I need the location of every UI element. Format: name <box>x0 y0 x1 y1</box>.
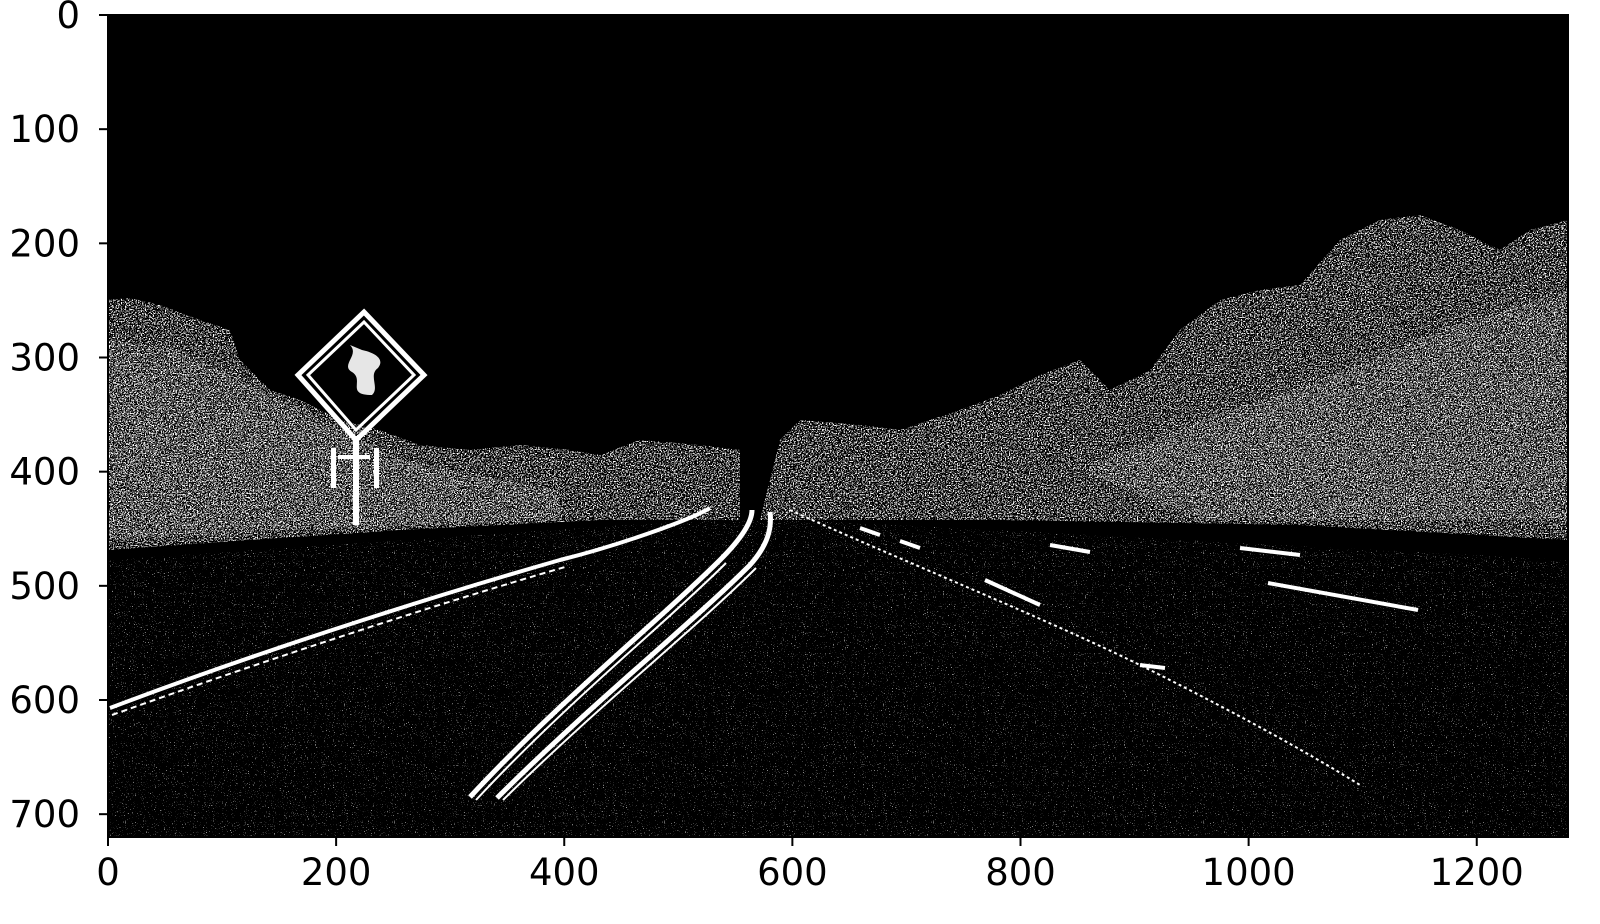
y-tick-label: 100 <box>9 108 80 151</box>
axes-frame <box>107 14 1569 838</box>
right-rocks-edges <box>1080 290 1568 520</box>
road-sign-edges <box>294 308 428 525</box>
y-tick-label: 500 <box>9 565 80 608</box>
x-tick-label: 0 <box>96 851 120 894</box>
y-tick-label: 400 <box>9 451 80 494</box>
right-road-edge <box>789 509 1361 786</box>
y-tick-label: 300 <box>9 337 80 380</box>
y-axis: 0 100 200 300 400 500 600 700 <box>9 0 108 836</box>
right-lane-dashes <box>859 526 1419 670</box>
left-road-edge-inner <box>111 566 566 716</box>
center-line-1 <box>468 509 755 799</box>
left-slope-edges <box>108 340 560 540</box>
center-line-1b <box>475 562 727 801</box>
center-line-2b <box>502 567 757 801</box>
x-axis: 0 200 400 600 800 1000 1200 <box>96 837 1524 894</box>
center-line-2 <box>495 511 773 800</box>
road-speckle <box>108 520 1568 837</box>
edge-mask-image <box>108 215 1568 837</box>
plot-area <box>107 14 1569 838</box>
x-tick-label: 1000 <box>1202 851 1296 894</box>
y-tick-label: 600 <box>9 679 80 722</box>
left-road-edge <box>109 506 712 710</box>
y-tick-label: 200 <box>9 222 80 265</box>
x-tick-label: 600 <box>757 851 828 894</box>
x-tick-label: 800 <box>985 851 1056 894</box>
y-tick-label: 700 <box>9 793 80 836</box>
x-tick-label: 1200 <box>1430 851 1524 894</box>
x-tick-label: 200 <box>301 851 372 894</box>
x-tick-label: 400 <box>529 851 600 894</box>
y-tick-label: 0 <box>56 0 80 37</box>
